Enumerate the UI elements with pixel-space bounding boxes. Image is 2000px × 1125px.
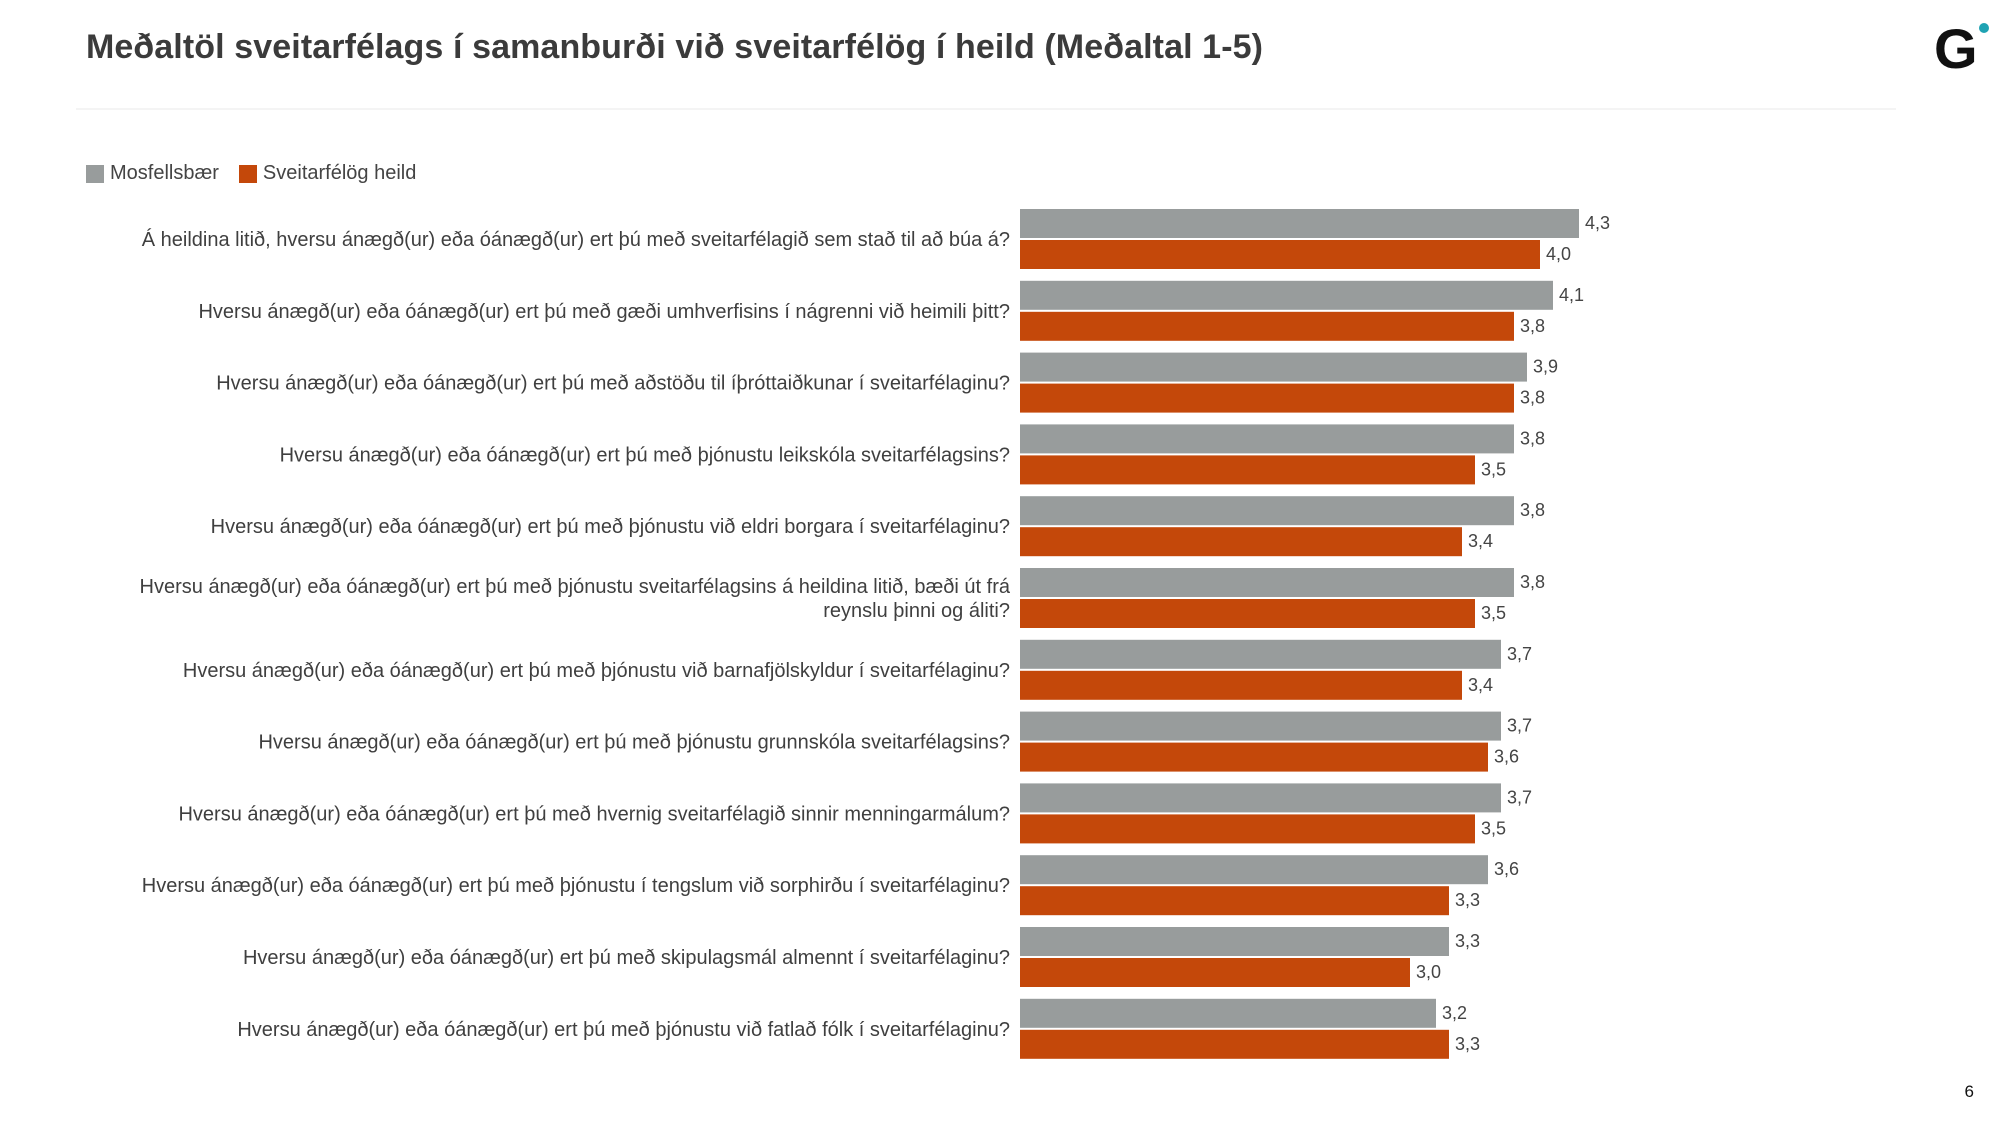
data-label-sveitarfelog-1: 3,8 xyxy=(1520,316,1545,336)
bar-sveitarfelog-8 xyxy=(1020,814,1475,844)
bar-sveitarfelog-3 xyxy=(1020,455,1475,485)
bar-sveitarfelog-9 xyxy=(1020,886,1449,916)
bar-sveitarfelog-0 xyxy=(1020,240,1540,269)
bar-sveitarfelog-2 xyxy=(1020,383,1514,413)
data-label-mosfellsbaer-4: 3,8 xyxy=(1520,500,1545,520)
bar-sveitarfelog-6 xyxy=(1020,670,1462,700)
bar-mosfellsbaer-6 xyxy=(1020,639,1501,669)
legend-label-mosfellsbaer: Mosfellsbær xyxy=(110,162,219,184)
data-label-mosfellsbaer-11: 3,2 xyxy=(1442,1003,1467,1023)
legend-swatch-sveitarfelog xyxy=(238,164,257,183)
category-label-3: Hversu ánægð(ur) eða óánægð(ur) ert þú m… xyxy=(280,444,1010,466)
data-label-mosfellsbaer-10: 3,3 xyxy=(1455,931,1480,951)
data-label-mosfellsbaer-5: 3,8 xyxy=(1520,572,1545,592)
data-label-mosfellsbaer-9: 3,6 xyxy=(1494,859,1519,879)
bar-mosfellsbaer-8 xyxy=(1020,783,1501,813)
data-label-mosfellsbaer-0: 4,3 xyxy=(1585,213,1610,233)
bar-mosfellsbaer-9 xyxy=(1020,855,1488,885)
bar-mosfellsbaer-10 xyxy=(1020,927,1449,956)
gallup-g-logo-icon: G xyxy=(1934,18,1989,78)
bar-sveitarfelog-11 xyxy=(1020,1029,1449,1059)
header-divider xyxy=(76,108,1896,110)
bar-mosfellsbaer-2 xyxy=(1020,352,1527,382)
bar-mosfellsbaer-3 xyxy=(1020,424,1514,454)
legend-label-sveitarfelog: Sveitarfélög heild xyxy=(262,162,417,184)
bar-sveitarfelog-4 xyxy=(1020,527,1462,557)
data-label-sveitarfelog-6: 3,4 xyxy=(1468,675,1493,695)
category-label-2: Hversu ánægð(ur) eða óánægð(ur) ert þú m… xyxy=(216,373,1010,395)
page-title: Meðaltöl sveitarfélags í samanburði við … xyxy=(86,28,1264,66)
legend-item-sveitarfelog: Sveitarfélög heild xyxy=(238,162,417,185)
data-label-mosfellsbaer-6: 3,7 xyxy=(1507,644,1532,664)
category-label-7: Hversu ánægð(ur) eða óánægð(ur) ert þú m… xyxy=(258,732,1010,754)
data-label-sveitarfelog-3: 3,5 xyxy=(1481,459,1506,479)
bar-mosfellsbaer-7 xyxy=(1020,711,1501,741)
category-label-8: Hversu ánægð(ur) eða óánægð(ur) ert þú m… xyxy=(178,803,1010,825)
category-label-4: Hversu ánægð(ur) eða óánægð(ur) ert þú m… xyxy=(211,516,1010,538)
category-label-5-line-0: Hversu ánægð(ur) eða óánægð(ur) ert þú m… xyxy=(140,576,1011,598)
bar-sveitarfelog-5 xyxy=(1020,599,1475,628)
bar-mosfellsbaer-11 xyxy=(1020,998,1436,1028)
bar-mosfellsbaer-5 xyxy=(1020,568,1514,597)
svg-text:G: G xyxy=(1934,18,1978,78)
bar-sveitarfelog-1 xyxy=(1020,311,1514,341)
data-label-sveitarfelog-8: 3,5 xyxy=(1481,818,1506,838)
page-number: 6 xyxy=(1964,1082,1974,1101)
category-label-5-line-1: reynslu þinni og áliti? xyxy=(823,600,1010,622)
chart-legend: Mosfellsbær Sveitarfélög heild xyxy=(86,162,436,185)
category-label-9: Hversu ánægð(ur) eða óánægð(ur) ert þú m… xyxy=(142,875,1010,897)
bar-sveitarfelog-7 xyxy=(1020,742,1488,772)
bar-mosfellsbaer-0 xyxy=(1020,209,1579,238)
data-label-sveitarfelog-7: 3,6 xyxy=(1494,747,1519,767)
data-label-sveitarfelog-5: 3,5 xyxy=(1481,603,1506,623)
legend-swatch-mosfellsbaer xyxy=(86,164,104,183)
category-label-0: Á heildina litið, hversu ánægð(ur) eða ó… xyxy=(142,228,1010,251)
data-label-mosfellsbaer-3: 3,8 xyxy=(1520,428,1545,448)
category-label-1: Hversu ánægð(ur) eða óánægð(ur) ert þú m… xyxy=(198,301,1010,323)
data-label-sveitarfelog-0: 4,0 xyxy=(1546,244,1571,264)
category-label-6: Hversu ánægð(ur) eða óánægð(ur) ert þú m… xyxy=(183,660,1010,682)
bar-mosfellsbaer-4 xyxy=(1020,496,1514,526)
data-label-sveitarfelog-11: 3,3 xyxy=(1455,1034,1480,1054)
data-label-mosfellsbaer-2: 3,9 xyxy=(1533,357,1558,377)
bar-mosfellsbaer-1 xyxy=(1020,280,1553,310)
bar-sveitarfelog-10 xyxy=(1020,958,1410,987)
data-label-sveitarfelog-10: 3,0 xyxy=(1416,962,1441,982)
data-label-mosfellsbaer-7: 3,7 xyxy=(1507,716,1532,736)
data-label-sveitarfelog-4: 3,4 xyxy=(1468,531,1493,551)
category-label-10: Hversu ánægð(ur) eða óánægð(ur) ert þú m… xyxy=(243,947,1010,969)
category-label-11: Hversu ánægð(ur) eða óánægð(ur) ert þú m… xyxy=(237,1019,1010,1041)
data-label-sveitarfelog-2: 3,8 xyxy=(1520,388,1545,408)
data-label-mosfellsbaer-1: 4,1 xyxy=(1559,285,1584,305)
data-label-mosfellsbaer-8: 3,7 xyxy=(1507,787,1532,807)
data-label-sveitarfelog-9: 3,3 xyxy=(1455,890,1480,910)
legend-item-mosfellsbaer: Mosfellsbær xyxy=(86,162,219,185)
